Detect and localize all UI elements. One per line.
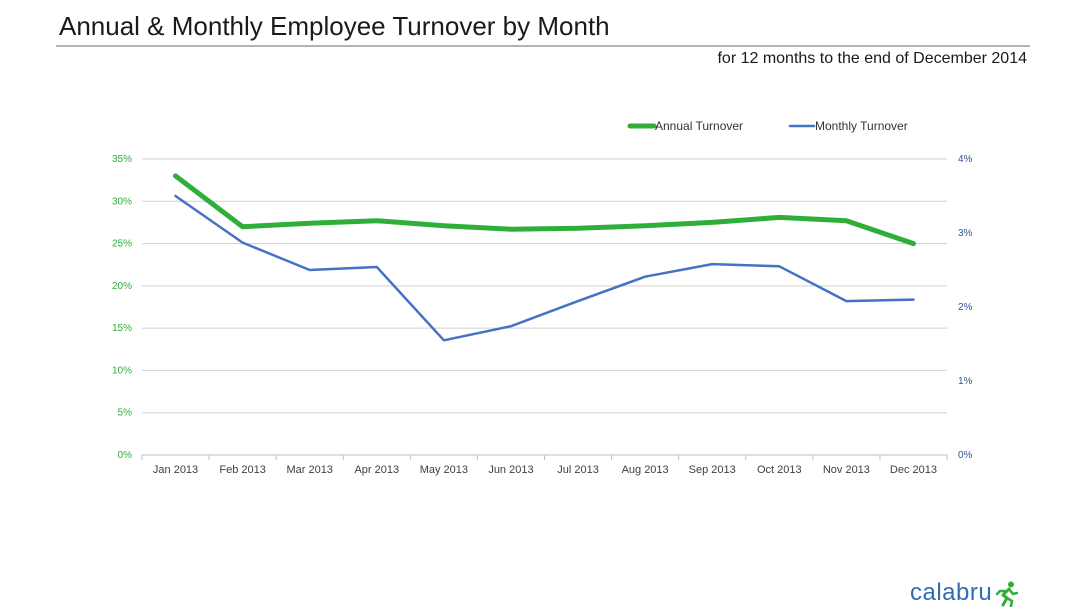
right-axis-tick-label: 0% bbox=[958, 450, 973, 461]
left-axis-tick-label: 25% bbox=[112, 239, 132, 250]
gridlines bbox=[142, 158, 947, 456]
brand-logo: calabru bbox=[910, 579, 1020, 607]
left-axis-tick-label: 30% bbox=[112, 196, 132, 207]
axes: 0% 5% 10% 15% 20% 25% 30% 35% 0% 1% 2% 3% 4% Jan 2013… bbox=[112, 154, 973, 476]
running-figure-icon bbox=[995, 581, 1018, 607]
x-axis-tick-label: Oct 2013 bbox=[757, 464, 802, 476]
x-axis-tick-label: May 2013 bbox=[420, 464, 468, 476]
x-axis-tick-label: Jun 2013 bbox=[488, 464, 533, 476]
series-lines bbox=[173, 173, 916, 342]
legend-monthly-label: Monthly Turnover bbox=[815, 119, 908, 133]
brand-name: calabru bbox=[910, 579, 993, 606]
left-axis-tick-label: 0% bbox=[118, 450, 133, 461]
x-axis-tick-label: Nov 2013 bbox=[823, 464, 870, 476]
left-axis-tick-label: 10% bbox=[112, 365, 132, 376]
right-axis-tick-label: 3% bbox=[958, 228, 973, 239]
x-axis-tick-label: Apr 2013 bbox=[354, 464, 399, 476]
monthly-turnover-line bbox=[174, 194, 915, 342]
x-axis-tick-label: Aug 2013 bbox=[622, 464, 669, 476]
chart-legend: Annual Turnover Monthly Turnover bbox=[627, 119, 908, 133]
x-axis-tick-label: Jan 2013 bbox=[153, 464, 198, 476]
right-axis-tick-label: 1% bbox=[958, 376, 973, 387]
right-axis-tick-label: 4% bbox=[958, 154, 973, 165]
x-axis-tick-label: Sep 2013 bbox=[689, 464, 736, 476]
page-subtitle: for 12 months to the end of December 201… bbox=[717, 50, 1027, 67]
x-axis-tick-label: Mar 2013 bbox=[286, 464, 332, 476]
title-divider bbox=[56, 45, 1030, 47]
page-title: Annual & Monthly Employee Turnover by Mo… bbox=[59, 11, 610, 41]
left-axis-tick-label: 20% bbox=[112, 281, 132, 292]
annual-turnover-line bbox=[173, 173, 916, 247]
x-axis-tick-label: Feb 2013 bbox=[219, 464, 265, 476]
legend-annual-label: Annual Turnover bbox=[655, 119, 743, 133]
left-axis-tick-label: 15% bbox=[112, 323, 132, 334]
left-axis-tick-label: 35% bbox=[112, 154, 132, 165]
left-axis-tick-label: 5% bbox=[118, 408, 133, 419]
x-axis-tick-label: Jul 2013 bbox=[557, 464, 599, 476]
x-axis-tick-label: Dec 2013 bbox=[890, 464, 937, 476]
right-axis-tick-label: 2% bbox=[958, 302, 973, 313]
